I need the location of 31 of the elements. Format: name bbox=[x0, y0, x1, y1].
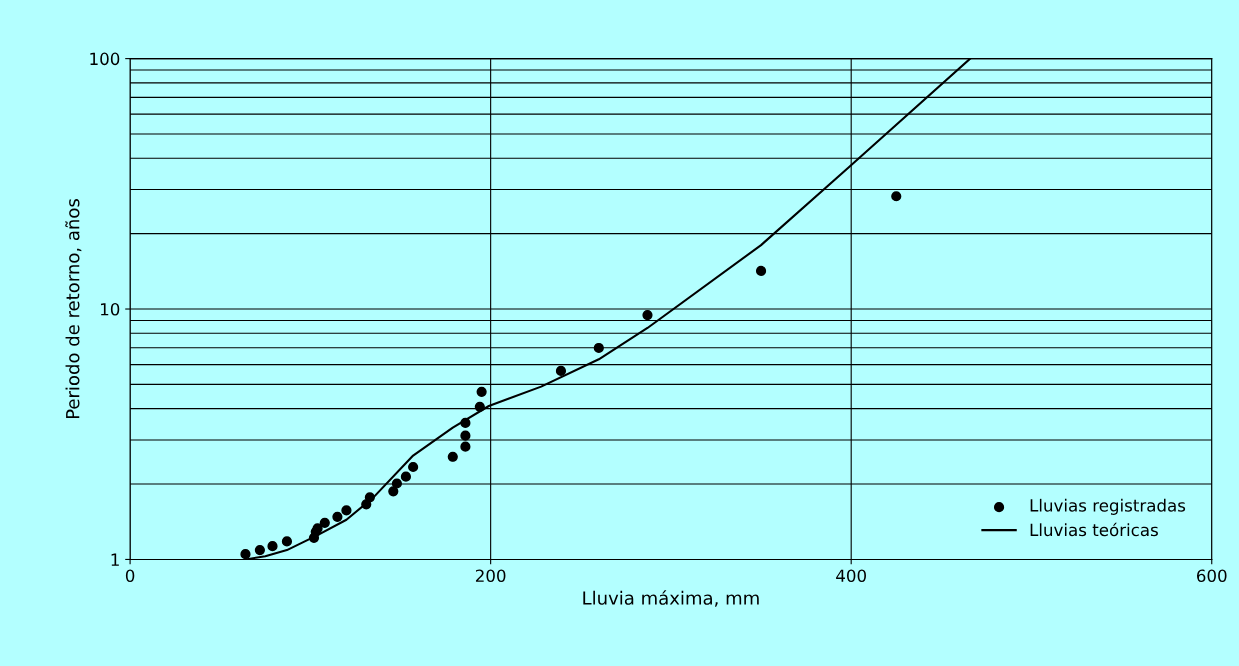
legend-label: Lluvias teóricas bbox=[1030, 522, 1158, 537]
point bbox=[555, 365, 567, 377]
point bbox=[281, 536, 293, 547]
y-tick-label: 1 bbox=[111, 553, 119, 566]
x-tick-label: 200 bbox=[475, 569, 506, 583]
point bbox=[755, 265, 767, 276]
x-axis-title: Lluvia máxima, mm bbox=[583, 590, 759, 607]
y-axis-title: Periodo de retorno, años bbox=[65, 199, 82, 419]
point bbox=[460, 441, 471, 452]
point bbox=[460, 430, 471, 441]
point bbox=[642, 309, 653, 321]
point bbox=[891, 191, 902, 202]
point bbox=[267, 541, 278, 552]
x-tick-label: 0 bbox=[125, 569, 135, 583]
y-tick-label: 10 bbox=[101, 302, 120, 316]
point bbox=[391, 478, 402, 489]
point bbox=[341, 505, 352, 516]
point bbox=[254, 544, 265, 556]
x-tick-label: 600 bbox=[1197, 569, 1227, 583]
point bbox=[593, 342, 604, 354]
point bbox=[388, 486, 399, 497]
point bbox=[408, 461, 419, 473]
point bbox=[400, 471, 412, 482]
legend-label: Lluvias registradas bbox=[1030, 498, 1186, 515]
point bbox=[332, 511, 343, 522]
x-tick-label: 400 bbox=[836, 569, 866, 583]
point bbox=[240, 549, 251, 560]
point bbox=[319, 517, 330, 528]
y-tick-label: 100 bbox=[90, 52, 120, 66]
point bbox=[476, 386, 487, 397]
point bbox=[447, 451, 458, 462]
